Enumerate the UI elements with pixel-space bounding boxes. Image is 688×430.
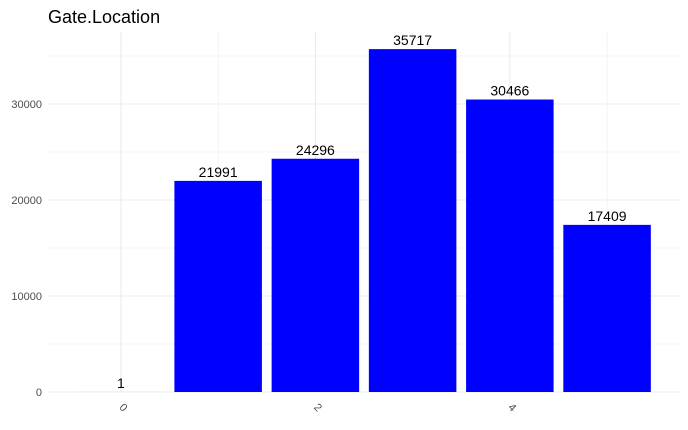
bar — [466, 100, 554, 392]
bar — [272, 159, 360, 392]
bar — [174, 181, 262, 392]
bar-value-label: 17409 — [588, 208, 627, 224]
y-tick-label: 20000 — [11, 195, 42, 207]
y-axis-tick-labels: 0 10000 20000 30000 — [11, 99, 42, 399]
chart-title: Gate.Location — [48, 7, 160, 27]
bar-value-label: 21991 — [199, 164, 238, 180]
x-axis-tick-labels: 0 2 4 — [117, 401, 519, 414]
x-tick-label: 0 — [117, 401, 130, 414]
bar-value-label: 35717 — [393, 32, 432, 48]
bar-value-label: 24296 — [296, 142, 335, 158]
bars — [77, 49, 651, 392]
y-tick-label: 0 — [36, 387, 42, 399]
bar — [563, 225, 651, 392]
bar — [369, 49, 457, 392]
y-tick-label: 30000 — [11, 99, 42, 111]
bar-value-label: 1 — [117, 375, 125, 391]
x-tick-label: 2 — [311, 401, 324, 414]
y-tick-label: 10000 — [11, 291, 42, 303]
bar-value-label: 30466 — [490, 83, 529, 99]
x-tick-label: 4 — [506, 401, 519, 414]
